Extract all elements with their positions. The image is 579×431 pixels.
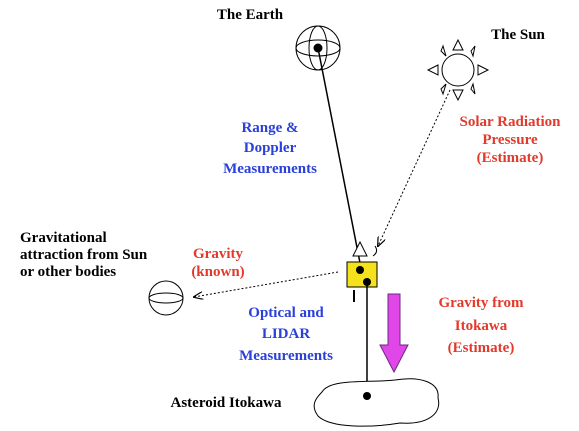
label: Gravity	[193, 246, 243, 262]
label: (known)	[191, 264, 244, 280]
label: Solar Radiation	[460, 114, 562, 130]
label: Pressure	[482, 132, 538, 148]
solar-arrow	[378, 89, 451, 246]
label: Measurements	[239, 348, 333, 364]
label: (Estimate)	[448, 340, 515, 356]
label: Optical and	[248, 305, 324, 321]
sun	[426, 38, 490, 102]
label: Measurements	[223, 161, 317, 177]
other-body	[148, 280, 184, 316]
label: Gravitational	[20, 230, 107, 246]
label: The Earth	[217, 7, 284, 23]
label: Gravity from	[438, 295, 524, 311]
label: The Sun	[491, 27, 545, 43]
label: Asteroid Itokawa	[171, 395, 282, 411]
label: Doppler	[244, 140, 297, 156]
label: LIDAR	[262, 326, 311, 342]
asteroid-dot	[363, 392, 371, 400]
asteroid	[313, 378, 440, 427]
label: Itokawa	[455, 318, 508, 334]
itokawa-gravity-arrow	[379, 293, 409, 374]
label: (Estimate)	[477, 150, 544, 166]
label: or other bodies	[20, 264, 116, 280]
label: Range &	[241, 120, 298, 136]
range-line	[317, 47, 362, 269]
spacecraft	[346, 240, 378, 302]
gravity-arrow	[194, 271, 339, 297]
label: attraction from Sun	[20, 247, 148, 263]
